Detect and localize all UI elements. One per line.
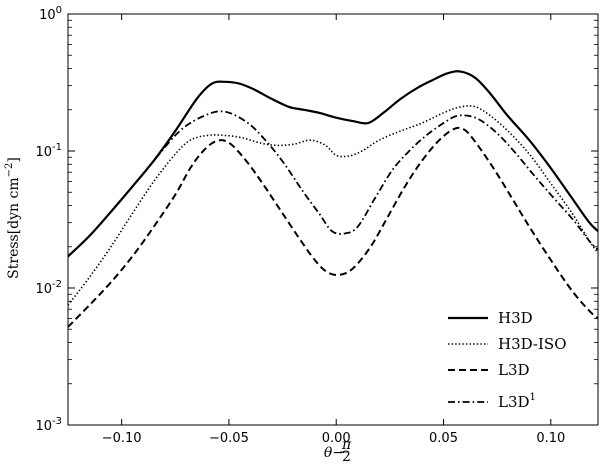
x-tick-label: 0.05 bbox=[429, 431, 458, 446]
plot-frame bbox=[67, 13, 599, 426]
x-tick-label: −0.10 bbox=[102, 431, 142, 446]
tick-labels-layer: −0.10 −0.05 0.00 0.05 0.10 10-3 10-2 10-1 100 bbox=[35, 5, 565, 446]
y-axis-label-exp: −2 bbox=[4, 163, 15, 178]
x-tick-label: 0.00 bbox=[322, 431, 351, 446]
series-line-4 bbox=[68, 110, 598, 258]
legend-label-3: L3D bbox=[498, 361, 530, 379]
series-line-3 bbox=[68, 126, 598, 328]
y-tick-label: 10-2 bbox=[35, 279, 62, 297]
y-axis-label-close: ] bbox=[6, 157, 22, 162]
series-line-1 bbox=[68, 70, 598, 258]
y-tick-label: 10-3 bbox=[35, 416, 62, 434]
y-tick-label: 100 bbox=[39, 5, 62, 23]
y-axis-label: Stress[dyn cm−2] bbox=[4, 157, 22, 279]
series-layer bbox=[68, 70, 598, 328]
x-axis-label-frac-den: 2 bbox=[342, 449, 351, 465]
x-axis-label-base: θ− bbox=[324, 445, 344, 461]
legend: H3D H3D-ISO L3D L3D1 bbox=[448, 309, 567, 411]
legend-label-2: H3D-ISO bbox=[498, 335, 567, 353]
x-axis-label-frac-num: π bbox=[341, 437, 352, 453]
ticks-layer bbox=[68, 13, 598, 426]
y-tick-label: 10-1 bbox=[35, 142, 62, 160]
x-axis-label: θ− bbox=[324, 445, 344, 461]
x-tick-label: −0.05 bbox=[209, 431, 249, 446]
x-tick-label: 0.10 bbox=[536, 431, 565, 446]
legend-label-4: L3D1 bbox=[498, 392, 536, 411]
y-axis-label-base: Stress[dyn cm bbox=[6, 177, 22, 278]
legend-label-1: H3D bbox=[498, 309, 533, 327]
